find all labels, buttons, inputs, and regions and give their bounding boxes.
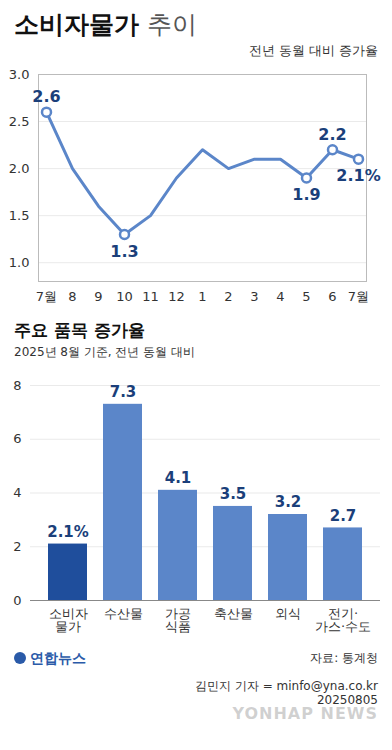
svg-text:2: 2 [13,539,21,554]
html-text:전년 동월 대비 증가율: 전년 동월 대비 증가율 [248,43,378,58]
svg-text:3: 3 [250,289,258,304]
html-text:김민지 기자 = minfo@yna.co.kr: 김민지 기자 = minfo@yna.co.kr [195,679,378,693]
html-text:주요 품목 증가율: 주요 품목 증가율 [14,320,145,340]
svg-text:3.0: 3.0 [9,67,30,82]
svg-text:6: 6 [328,289,336,304]
svg-text:2.0: 2.0 [9,161,30,176]
svg-text:3.2: 3.2 [275,493,302,511]
svg-text:전기·가스·수도: 전기·가스·수도 [315,606,371,634]
svg-text:4: 4 [276,289,284,304]
svg-text:9: 9 [94,289,102,304]
svg-text:2.6: 2.6 [32,87,60,106]
svg-text:1.5: 1.5 [9,208,30,223]
html-text:YONHAP NEWS: YONHAP NEWS [232,704,378,723]
html-text:자료: 통계청: 자료: 통계청 [310,651,378,665]
svg-text:2.5: 2.5 [9,114,30,129]
svg-text:8: 8 [68,289,76,304]
svg-text:8: 8 [13,378,21,393]
svg-text:11: 11 [142,289,159,304]
svg-text:가공식품: 가공식품 [165,606,191,634]
svg-text:수산물: 수산물 [104,606,143,621]
svg-text:10: 10 [116,289,133,304]
svg-text:2.1%: 2.1% [336,166,380,185]
svg-text:12: 12 [168,289,185,304]
html-text:소비자물가 추이: 소비자물가 추이 [14,10,197,39]
html-text:20250805: 20250805 [316,693,378,707]
svg-text:1: 1 [198,289,206,304]
svg-text:축산물: 축산물 [214,606,253,621]
svg-text:4: 4 [13,485,21,500]
svg-text:외식: 외식 [275,606,301,621]
svg-text:4.1: 4.1 [165,469,192,487]
svg-text:2.1%: 2.1% [47,523,89,541]
svg-text:소비자물가: 소비자물가 [49,606,88,634]
svg-text:7.3: 7.3 [110,383,137,401]
svg-text:2: 2 [224,289,232,304]
svg-text:0: 0 [13,593,21,608]
html-text:연합뉴스: 연합뉴스 [30,650,86,666]
svg-text:2.2: 2.2 [318,125,346,144]
svg-text:1.0: 1.0 [9,255,30,270]
svg-text:6: 6 [13,431,21,446]
svg-text:2.7: 2.7 [330,507,357,525]
svg-text:1.9: 1.9 [292,185,320,204]
svg-text:1.3: 1.3 [110,242,138,261]
svg-text:3.5: 3.5 [220,485,247,503]
svg-text:5: 5 [302,289,310,304]
html-text:2025년 8월 기준, 전년 동월 대비: 2025년 8월 기준, 전년 동월 대비 [14,345,196,359]
svg-text:7월: 7월 [348,289,369,304]
svg-text:7월: 7월 [36,289,57,304]
